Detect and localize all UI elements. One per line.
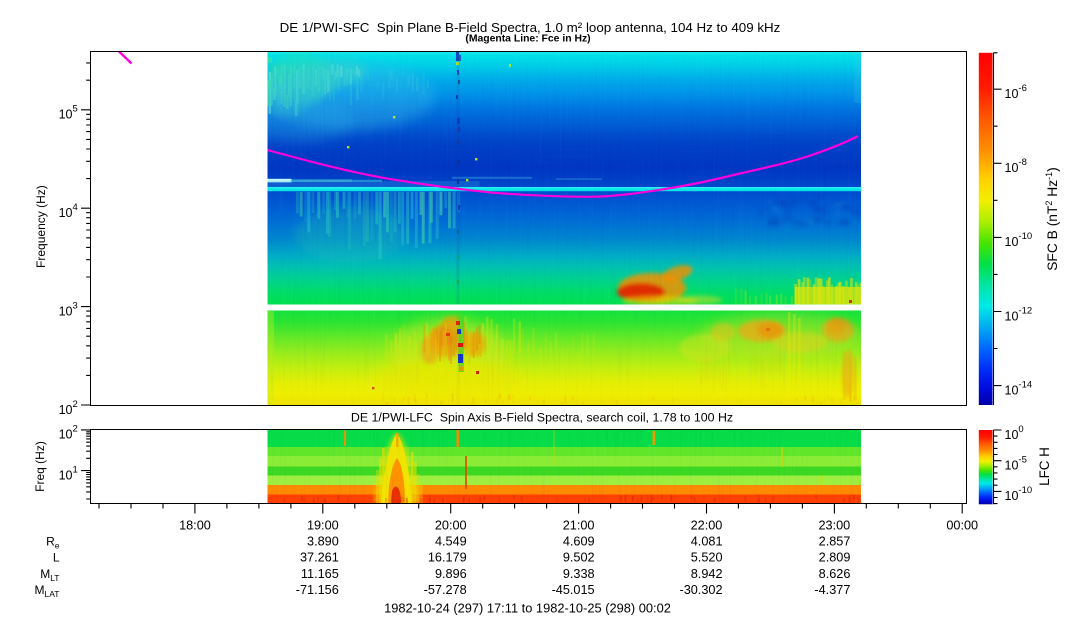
svg-text:Frequency (Hz): Frequency (Hz)	[34, 185, 48, 268]
svg-text:DE 1/PWI-LFC Spin Axis B-Fiel: DE 1/PWI-LFC Spin Axis B-Field Spectra, …	[351, 410, 733, 424]
svg-text:00:00: 00:00	[946, 519, 978, 533]
svg-text:11.165: 11.165	[301, 567, 339, 581]
svg-text:3.890: 3.890	[307, 534, 339, 548]
svg-text:DE 1/PWI-SFC Spin Plane B-Fie: DE 1/PWI-SFC Spin Plane B-Field Spectra,…	[280, 20, 781, 35]
svg-text:21:00: 21:00	[563, 519, 595, 533]
svg-text:4.609: 4.609	[563, 534, 595, 548]
svg-text:-71.156: -71.156	[296, 583, 339, 597]
svg-text:20:00: 20:00	[435, 519, 467, 533]
svg-text:2.809: 2.809	[819, 551, 851, 565]
svg-text:LFC H: LFC H	[1037, 447, 1052, 486]
svg-text:Freq (Hz): Freq (Hz)	[33, 441, 47, 492]
svg-text:9.896: 9.896	[435, 567, 467, 581]
svg-text:37.261: 37.261	[300, 551, 339, 565]
svg-text:L: L	[53, 551, 60, 565]
svg-text:4.549: 4.549	[435, 534, 467, 548]
svg-text:2.857: 2.857	[819, 534, 851, 548]
svg-text:22:00: 22:00	[691, 519, 723, 533]
svg-text:1982-10-24 (297) 17:11 to 1982: 1982-10-24 (297) 17:11 to 1982-10-25 (29…	[384, 601, 671, 616]
svg-text:-57.278: -57.278	[424, 583, 467, 597]
svg-text:16.179: 16.179	[428, 551, 467, 565]
svg-text:-30.302: -30.302	[679, 583, 722, 597]
svg-text:23:00: 23:00	[818, 519, 850, 533]
svg-text:-4.377: -4.377	[814, 583, 850, 597]
svg-text:9.502: 9.502	[563, 551, 595, 565]
svg-text:SFC B (nT2 Hz-1): SFC B (nT2 Hz-1)	[1044, 167, 1060, 271]
svg-text:-45.015: -45.015	[552, 583, 595, 597]
svg-text:4.081: 4.081	[691, 534, 723, 548]
svg-text:8.942: 8.942	[691, 567, 723, 581]
svg-text:5.520: 5.520	[691, 551, 723, 565]
svg-text:8.626: 8.626	[819, 567, 851, 581]
svg-text:19:00: 19:00	[307, 519, 339, 533]
svg-text:18:00: 18:00	[179, 519, 211, 533]
svg-text:(Magenta Line: Fce in Hz): (Magenta Line: Fce in Hz)	[465, 34, 590, 45]
svg-text:9.338: 9.338	[563, 567, 595, 581]
